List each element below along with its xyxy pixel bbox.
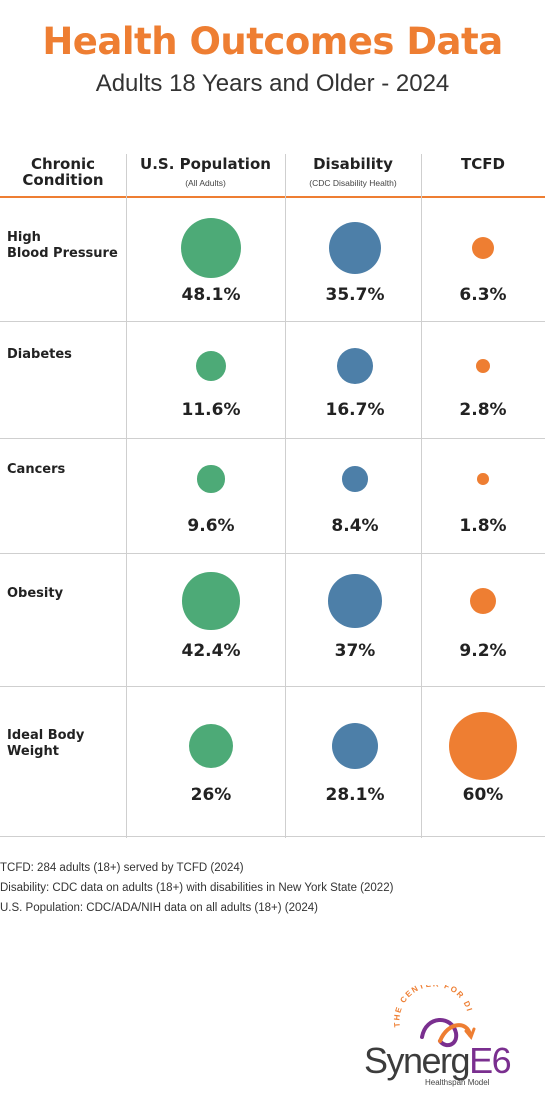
header-us-population-note: (All Adults) [185,178,226,188]
row-divider [0,321,545,322]
bubble-us-population [196,351,226,381]
logo-arc-text: THE CENTER FOR DISCOVERY [360,985,473,1028]
header-disability-note: (CDC Disability Health) [309,178,397,188]
header-us-population: U.S. Population (All Adults) [126,156,285,191]
center-for-discovery-logo: THE CENTER FOR DISCOVERY [360,985,476,1048]
header-divider [0,196,545,198]
header-disability: Disability (CDC Disability Health) [285,156,421,191]
bubble-disability [328,221,382,275]
bubble-disability [331,722,379,770]
value-label-tcfd: 2.8% [459,400,507,420]
value-label-tcfd: 60% [462,785,504,805]
value-label-us-population: 11.6% [181,400,241,420]
value-label-us-population: 26% [190,785,232,805]
svg-text:THE CENTER FOR DISCOVERY: THE CENTER FOR DISCOVERY [360,985,474,1028]
bubble-tcfd [469,587,497,615]
bubble-us-population [180,217,242,279]
value-label-us-population: 42.4% [181,641,241,661]
outcomes-table: Chronic Condition U.S. Population (All A… [0,148,545,838]
row-label-diabetes: Diabetes [7,347,72,362]
value-label-disability: 8.4% [331,516,379,536]
row-label-ideal-body-weight: Ideal Body Weight [7,728,85,759]
page-title: Health Outcomes Data [42,20,503,63]
bubble-tcfd [449,712,517,780]
value-label-tcfd: 9.2% [459,641,507,661]
header-chronic-condition: Chronic Condition [22,155,104,189]
value-label-disability: 35.7% [325,285,385,305]
value-label-tcfd: 6.3% [459,285,507,305]
row-divider [0,553,545,554]
bubble-disability [342,466,368,492]
footnote-us-population: U.S. Population: CDC/ADA/NIH data on all… [0,902,319,914]
bubble-tcfd [471,236,494,259]
bubble-disability [337,348,373,384]
bubble-tcfd [475,358,491,374]
footnote-disability: Disability: CDC data on adults (18+) wit… [0,882,394,894]
value-label-us-population: 48.1% [181,285,241,305]
value-label-us-population: 9.6% [187,516,235,536]
value-label-disability: 16.7% [325,400,385,420]
value-label-tcfd: 1.8% [459,516,507,536]
row-divider [0,438,545,439]
bubble-us-population [197,465,225,493]
page-subtitle: Adults 18 Years and Older - 2024 [95,70,450,97]
logo-tagline: Healthspan Model [425,1078,490,1087]
column-divider [126,154,127,838]
bubble-tcfd [477,473,489,485]
column-divider [421,154,422,838]
header-tcfd: TCFD [461,155,505,173]
synerge6-wordmark: SynergE6 [364,1040,512,1081]
row-label-high-blood-pressure: High Blood Pressure [7,230,118,261]
footnote-tcfd: TCFD: 284 adults (18+) served by TCFD (2… [0,862,244,874]
bubble-us-population [182,572,240,630]
row-divider [0,836,545,837]
row-label-cancers: Cancers [7,462,66,477]
row-divider [0,686,545,687]
bubble-disability [328,574,382,628]
value-label-disability: 37% [334,641,376,661]
row-label-obesity: Obesity [7,586,64,601]
bubble-us-population [188,723,234,769]
value-label-disability: 28.1% [325,785,385,805]
column-divider [285,154,286,838]
